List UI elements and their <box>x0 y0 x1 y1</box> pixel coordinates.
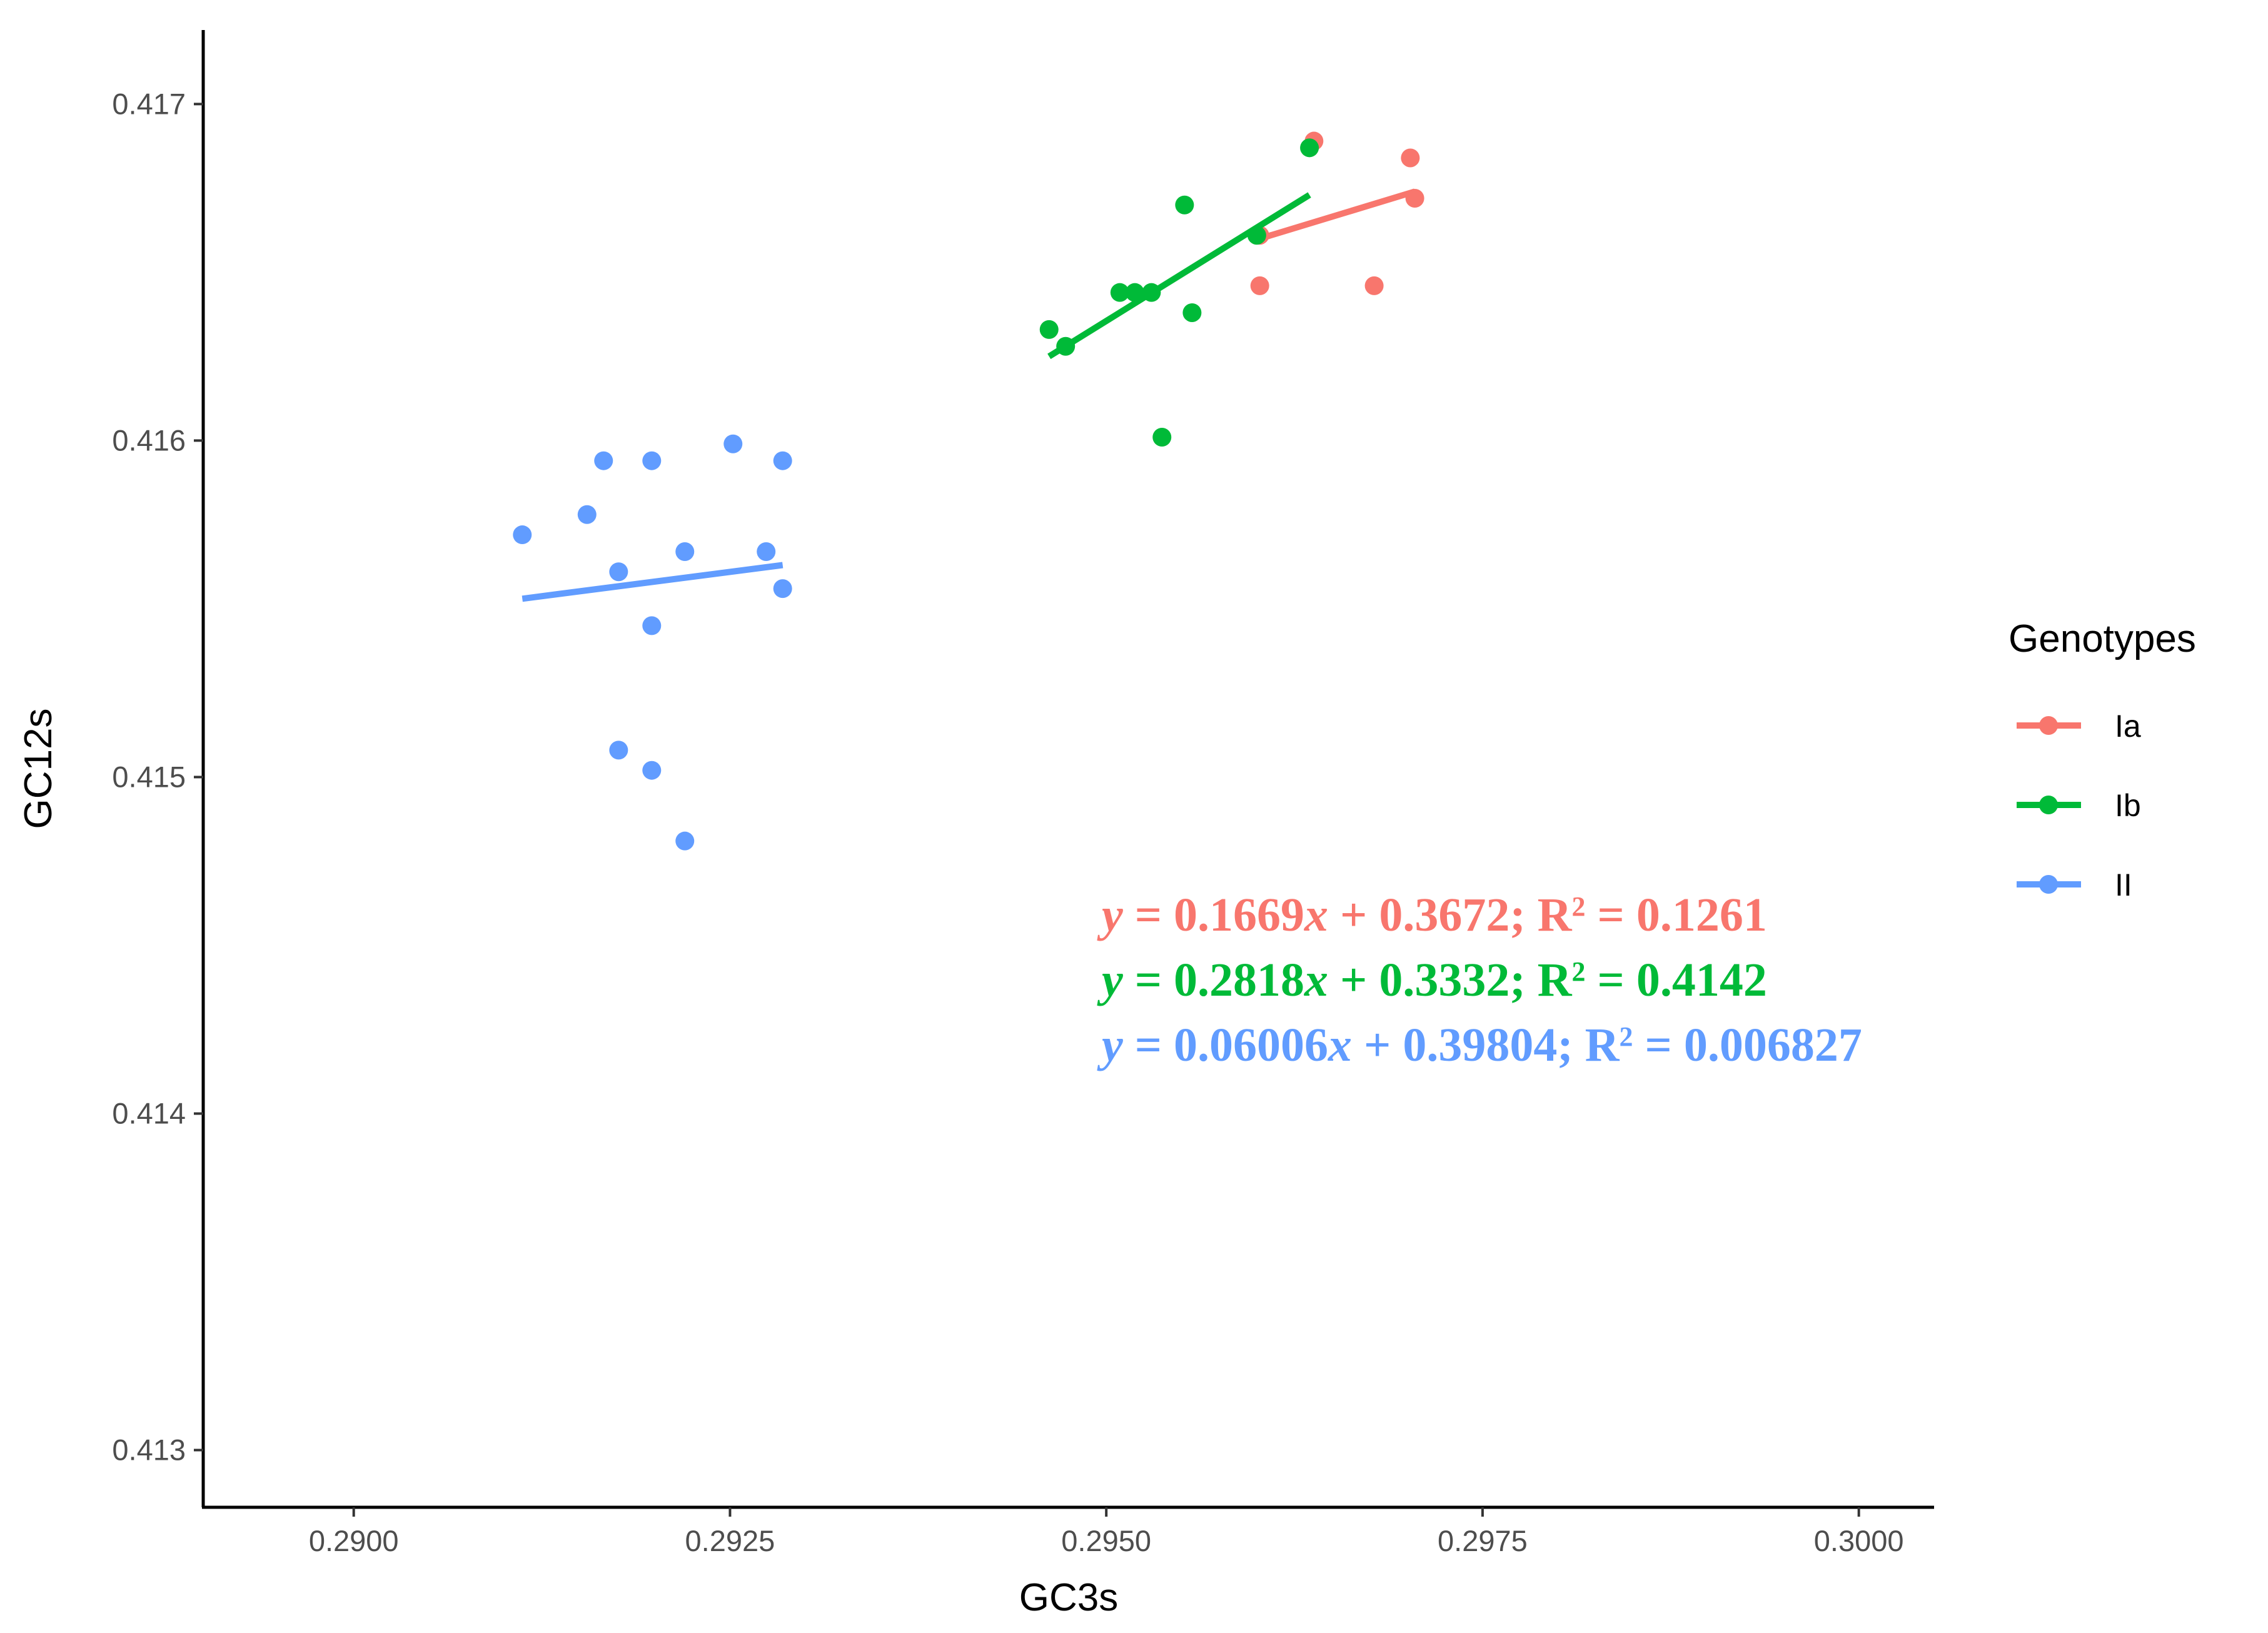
series-Ib <box>1039 138 1319 447</box>
regression-equation-II: y = 0.06006x + 0.39804; R2 = 0.006827 <box>1097 1019 1862 1071</box>
equation-sup: 2 <box>1620 1021 1633 1052</box>
legend-label: II <box>2115 867 2132 902</box>
x-axis-title: GC3s <box>1019 1576 1118 1619</box>
legend-key-point <box>2039 796 2058 814</box>
data-point <box>1125 283 1144 302</box>
equation-sup: 2 <box>1572 891 1586 922</box>
legend-label: Ib <box>2115 788 2141 823</box>
data-point <box>609 741 628 760</box>
equation-var: x <box>1304 954 1328 1006</box>
legend-key-point <box>2039 716 2058 735</box>
y-tick-label: 0.416 <box>112 423 186 457</box>
y-tick-label: 0.414 <box>112 1096 186 1130</box>
regression-equation-Ib: y = 0.2818x + 0.3332; R2 = 0.4142 <box>1097 954 1767 1006</box>
equation-post: + 0.3672; R <box>1328 889 1573 941</box>
data-point <box>642 761 662 780</box>
equation-pre: y <box>1097 889 1123 941</box>
legend: Genotypes Ia Ib II <box>2008 617 2196 902</box>
data-point <box>1039 320 1059 339</box>
data-point <box>1247 226 1266 245</box>
data-point <box>642 616 662 635</box>
data-point <box>1250 276 1269 295</box>
equation-tail: = 0.4142 <box>1586 954 1767 1006</box>
plot-marks <box>513 131 1424 851</box>
equation-mid: = 0.2818 <box>1123 954 1304 1006</box>
data-point <box>675 831 695 851</box>
axis-ticks: 0.2900 0.2925 0.2950 0.2975 0.3000 0.413 0.414… <box>112 87 1903 1557</box>
series-II <box>513 434 792 851</box>
equation-var: x <box>1304 889 1328 941</box>
data-point <box>1110 283 1129 302</box>
data-point <box>773 579 792 599</box>
data-point <box>1142 283 1161 302</box>
legend-key-II <box>2017 875 2081 894</box>
x-tick-label: 0.2975 <box>1438 1524 1528 1557</box>
data-point <box>642 451 662 470</box>
x-tick-label: 0.3000 <box>1814 1524 1904 1557</box>
equation-pre: y <box>1097 1019 1123 1071</box>
data-point <box>577 505 597 524</box>
data-point <box>513 525 532 545</box>
x-tick-label: 0.2925 <box>685 1524 775 1557</box>
equation-var: x <box>1328 1019 1352 1071</box>
equation-mid: = 0.1669 <box>1123 889 1304 941</box>
x-tick-label: 0.2950 <box>1061 1524 1151 1557</box>
legend-key-Ia <box>2017 716 2081 735</box>
equation-sup: 2 <box>1572 956 1586 987</box>
y-tick-label: 0.413 <box>112 1433 186 1467</box>
data-point <box>1401 148 1420 168</box>
axes <box>201 30 1934 1509</box>
data-point <box>1364 276 1384 295</box>
y-axis-title: GC12s <box>17 709 60 829</box>
equation-tail: = 0.1261 <box>1586 889 1767 941</box>
legend-label: Ia <box>2115 709 2141 744</box>
regression-line <box>522 562 784 602</box>
legend-title: Genotypes <box>2008 617 2196 660</box>
data-point <box>675 542 695 561</box>
regression-line <box>1259 188 1416 242</box>
data-point <box>773 451 792 470</box>
equation-post: + 0.3332; R <box>1328 954 1573 1006</box>
equation-mid: = 0.06006 <box>1123 1019 1328 1071</box>
data-point <box>757 542 776 561</box>
legend-key-Ib <box>2017 796 2081 814</box>
y-tick-label: 0.415 <box>112 760 186 793</box>
data-point <box>1152 428 1172 447</box>
y-tick-label: 0.417 <box>112 87 186 120</box>
regression-equation-Ia: y = 0.1669x + 0.3672; R2 = 0.1261 <box>1097 889 1767 941</box>
data-point <box>1300 138 1319 158</box>
data-point <box>609 562 628 582</box>
regression-line <box>1047 192 1311 360</box>
equation-tail: = 0.006827 <box>1633 1019 1862 1071</box>
data-point <box>723 434 743 453</box>
data-point <box>1056 336 1076 356</box>
legend-key-point <box>2039 875 2058 894</box>
x-tick-label: 0.2900 <box>309 1524 399 1557</box>
equation-post: + 0.39804; R <box>1352 1019 1620 1071</box>
data-point <box>1182 303 1202 322</box>
data-point <box>594 451 613 470</box>
data-point <box>1175 195 1194 215</box>
data-point <box>1405 189 1424 208</box>
equation-pre: y <box>1097 954 1123 1006</box>
